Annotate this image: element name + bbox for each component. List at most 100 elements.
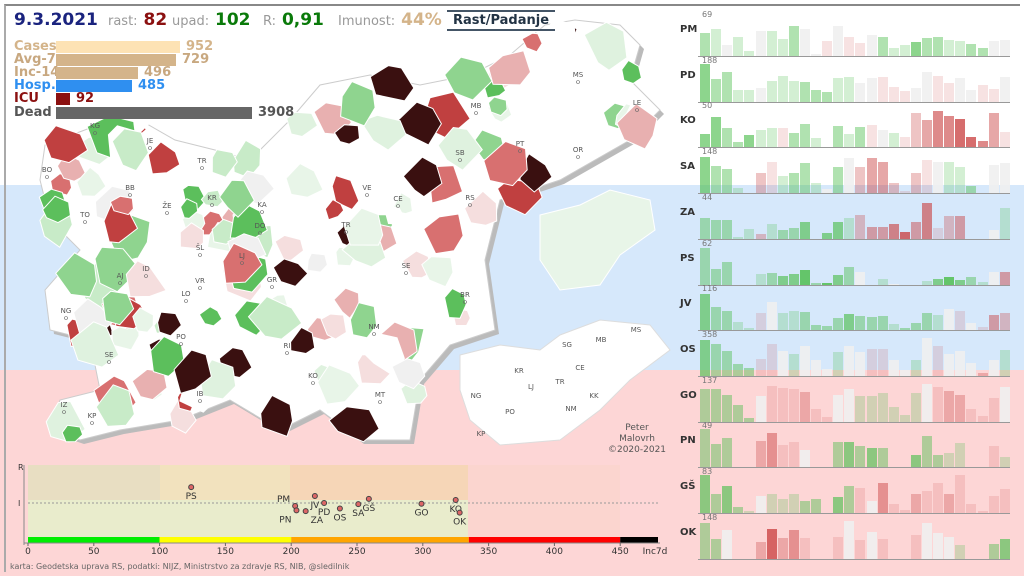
municipality	[527, 98, 569, 140]
bar	[722, 486, 733, 513]
bar	[933, 532, 944, 559]
bar	[711, 219, 722, 239]
municipality	[421, 256, 454, 288]
bar	[733, 404, 744, 422]
bar	[899, 231, 910, 239]
chart-bg-zone	[290, 465, 468, 500]
stat-bar	[56, 54, 176, 66]
bar	[799, 346, 810, 376]
map-label: PT	[516, 140, 525, 148]
point-jv	[311, 492, 318, 499]
inset-label: KK	[589, 392, 599, 400]
bar	[722, 219, 733, 239]
stat-label-inc-14: Inc-14	[14, 65, 60, 80]
bar	[755, 172, 766, 194]
small-multiple-sa: SA 148	[676, 147, 1022, 195]
bar	[866, 77, 877, 102]
map-dot	[344, 230, 348, 234]
region-name: PN	[680, 435, 696, 447]
map-dot	[518, 149, 522, 153]
municipality	[125, 260, 167, 298]
bar	[988, 164, 999, 194]
bar	[866, 500, 877, 513]
bar	[733, 188, 744, 194]
map-dot	[404, 271, 408, 275]
bar	[988, 230, 999, 239]
bar	[955, 118, 966, 148]
bar	[877, 77, 888, 102]
r-value: 0,91	[281, 10, 324, 30]
inset-label: KR	[514, 367, 524, 375]
municipality	[42, 195, 71, 224]
bar	[833, 317, 844, 331]
municipality	[76, 166, 107, 197]
bar	[811, 324, 821, 331]
map-dot	[198, 253, 202, 257]
bar	[922, 490, 932, 513]
bar	[933, 387, 944, 422]
bar	[955, 311, 966, 331]
bar	[877, 278, 888, 285]
municipality	[211, 149, 238, 178]
region-max: 44	[702, 192, 713, 202]
map-label: TO	[79, 211, 90, 219]
inset-label: PO	[505, 408, 515, 416]
bar	[766, 161, 777, 194]
bar	[866, 157, 877, 194]
small-multiple-za: ZA 44	[676, 192, 1022, 241]
municipality	[95, 384, 135, 427]
map-label: BO	[42, 166, 53, 174]
small-multiples-panel: PM 69 PD 188 KO 50 SA 148 ZA 44 PS 62 JV 116 OS 358 GO 13…	[676, 10, 1022, 564]
point-ok	[456, 509, 463, 516]
x-axis-label: Inc7d	[643, 547, 668, 557]
bar	[711, 117, 722, 148]
bar	[888, 324, 899, 331]
bar	[722, 311, 733, 331]
region-max: 69	[702, 10, 713, 19]
small-multiple-ps: PS 62	[676, 239, 1022, 287]
map-dot	[198, 286, 202, 290]
bar	[910, 88, 921, 102]
bar	[910, 494, 921, 513]
region-max: 137	[702, 375, 718, 385]
bar	[811, 182, 821, 194]
bar	[944, 216, 955, 239]
bar	[977, 47, 988, 56]
bar	[799, 81, 810, 102]
bar	[955, 77, 966, 102]
municipality	[150, 335, 185, 377]
credit-line: ©2020-2021	[608, 445, 666, 455]
point-label: KO	[449, 505, 462, 515]
point-label: OS	[333, 514, 346, 524]
bar	[833, 351, 844, 376]
bar	[910, 221, 921, 239]
map-dot	[365, 193, 369, 197]
map-dot	[179, 342, 183, 346]
bar	[766, 223, 777, 239]
bar	[988, 446, 999, 468]
bar	[799, 163, 810, 194]
zone-bar	[620, 537, 658, 543]
small-multiple-os: OS 358	[676, 330, 1022, 378]
inset-label: KP	[477, 430, 486, 438]
region-name: JV	[680, 298, 692, 310]
bar	[822, 92, 833, 102]
axis	[698, 284, 1010, 286]
x-tick-label: 350	[480, 547, 497, 557]
municipality	[285, 162, 324, 198]
bar	[744, 417, 755, 422]
bar	[922, 337, 932, 376]
x-tick-label: 0	[25, 547, 31, 557]
point-pn	[293, 507, 300, 514]
bar	[955, 475, 966, 513]
map-dot	[144, 274, 148, 278]
map-dot	[468, 203, 472, 207]
rast-padanje-toggle[interactable]: Rast/Padanje	[447, 10, 556, 31]
stat-value: 952	[186, 39, 214, 54]
bar	[888, 224, 899, 239]
municipality	[317, 364, 361, 405]
bar	[944, 309, 955, 331]
bar	[811, 498, 821, 513]
bar	[722, 395, 733, 422]
upad-value: 102	[215, 10, 251, 30]
